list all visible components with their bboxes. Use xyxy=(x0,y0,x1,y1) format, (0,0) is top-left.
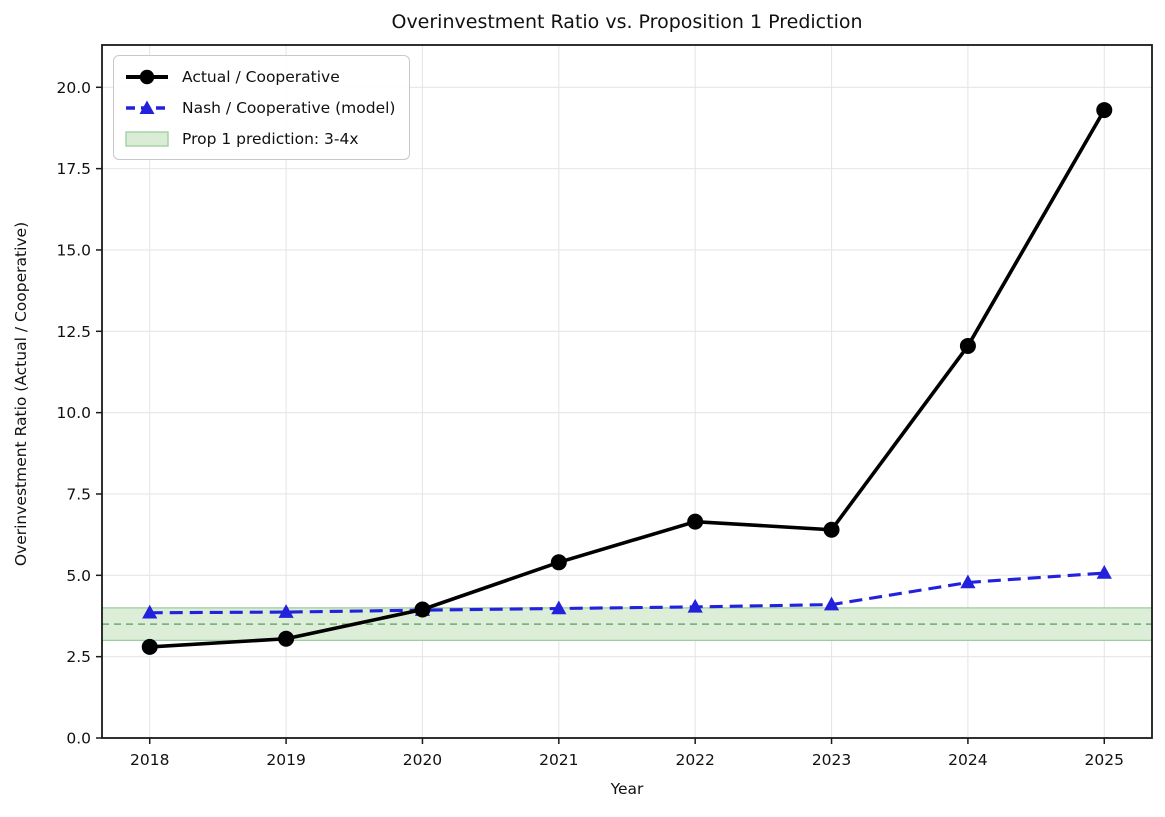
data-point-actual xyxy=(550,554,567,571)
legend-label-band: Prop 1 prediction: 3-4x xyxy=(182,129,359,148)
shaded-band-swatch-icon xyxy=(125,130,169,147)
legend-label-nash: Nash / Cooperative (model) xyxy=(182,98,396,117)
y-tick-label: 5.0 xyxy=(66,567,91,585)
data-point-nash xyxy=(960,574,976,589)
data-point-nash xyxy=(687,598,703,613)
x-tick-label: 2019 xyxy=(266,751,305,769)
data-point-actual xyxy=(687,513,704,530)
x-tick-label: 2018 xyxy=(130,751,169,769)
x-tick-label: 2021 xyxy=(539,751,578,769)
y-tick-label: 20.0 xyxy=(56,79,91,97)
y-axis-label: Overinvestment Ratio (Actual / Cooperati… xyxy=(12,221,30,567)
series-line-nash xyxy=(149,571,1105,615)
x-tick-label: 2024 xyxy=(948,751,987,769)
axes-frame xyxy=(101,44,1153,739)
x-axis-label: Year xyxy=(610,780,644,798)
y-tick-label: 17.5 xyxy=(56,160,91,178)
legend-label-actual: Actual / Cooperative xyxy=(182,67,340,86)
x-tick-label: 2025 xyxy=(1085,751,1124,769)
y-tick-label: 7.5 xyxy=(66,485,91,503)
legend-item-band: Prop 1 prediction: 3-4x xyxy=(124,125,395,152)
y-tick-label: 10.0 xyxy=(56,404,91,422)
series-line-actual xyxy=(149,109,1106,649)
data-point-actual xyxy=(959,337,976,354)
x-tick-label: 2022 xyxy=(675,751,714,769)
legend: Actual / Cooperative Nash / Cooperative … xyxy=(113,55,411,160)
legend-item-actual: Actual / Cooperative xyxy=(124,63,395,90)
data-point-nash xyxy=(1096,565,1112,579)
y-tick-label: 2.5 xyxy=(66,648,91,666)
chart-title: Overinvestment Ratio vs. Proposition 1 P… xyxy=(391,11,863,33)
data-point-actual xyxy=(141,638,158,655)
data-point-actual xyxy=(1096,102,1113,119)
y-tick-label: 0.0 xyxy=(66,730,91,748)
data-point-actual xyxy=(414,601,431,618)
data-point-nash xyxy=(142,604,158,619)
y-tick-label: 15.0 xyxy=(56,241,91,259)
x-tick-label: 2020 xyxy=(403,751,442,769)
x-tick-label: 2023 xyxy=(812,751,851,769)
data-point-nash xyxy=(551,600,567,615)
data-point-actual xyxy=(823,521,840,538)
data-point-actual xyxy=(278,630,295,647)
line-circle-marker-icon xyxy=(126,69,168,84)
data-point-nash xyxy=(823,596,840,611)
legend-item-nash: Nash / Cooperative (model) xyxy=(124,94,395,121)
dashed-line-triangle-marker-icon xyxy=(126,100,168,114)
y-tick-label: 12.5 xyxy=(56,323,91,341)
data-point-nash xyxy=(278,604,294,618)
